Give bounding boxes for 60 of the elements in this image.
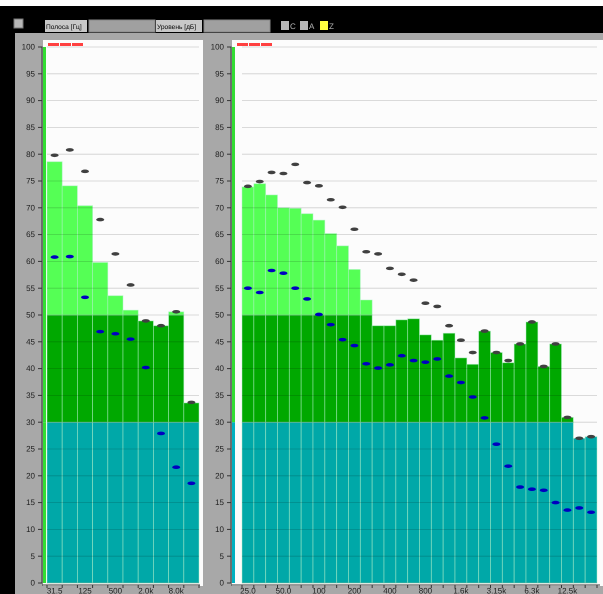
y-tick-label: 85 bbox=[26, 122, 36, 132]
y-tick-label: 85 bbox=[215, 122, 225, 132]
y-tick-label: 0 bbox=[30, 578, 36, 588]
text: Z bbox=[329, 22, 334, 31]
y-tick-label: 95 bbox=[215, 69, 225, 78]
y-tick-label: 35 bbox=[215, 390, 225, 400]
y-tick-label: 90 bbox=[26, 96, 36, 106]
y-tick-label: 0 bbox=[220, 578, 225, 588]
y-tick-label: 30 bbox=[26, 418, 36, 427]
y-tick-label: 95 bbox=[26, 69, 36, 78]
y-tick-label: 60 bbox=[26, 256, 36, 266]
x-tick-label: 800 bbox=[418, 586, 433, 594]
y-tick-label: 25 bbox=[215, 444, 225, 454]
x-tick-label: 6.3k bbox=[524, 586, 540, 594]
text: A bbox=[309, 22, 315, 31]
y-tick-label: 100 bbox=[22, 42, 36, 52]
y-tick-label: 70 bbox=[215, 203, 225, 212]
x-tick-label: 31.5 bbox=[46, 586, 63, 594]
y-tick-label: 10 bbox=[215, 524, 225, 534]
y-tick-label: 25 bbox=[26, 444, 36, 454]
y-tick-label: 15 bbox=[215, 498, 225, 508]
x-tick-label: 3.15k bbox=[486, 586, 508, 594]
y-tick-label: 80 bbox=[215, 150, 225, 159]
y-tick-label: 5 bbox=[30, 552, 36, 561]
y-tick-label: 35 bbox=[26, 390, 36, 400]
y-tick-label: 90 bbox=[215, 96, 225, 106]
y-tick-label: 15 bbox=[26, 498, 36, 508]
y-tick-label: 40 bbox=[26, 364, 36, 374]
text: C bbox=[290, 22, 296, 31]
y-tick-label: 45 bbox=[215, 337, 225, 346]
x-tick-label: 25.0 bbox=[240, 586, 256, 594]
y-tick-label: 5 bbox=[220, 552, 225, 561]
y-tick-label: 20 bbox=[26, 471, 36, 480]
y-tick-label: 50 bbox=[215, 310, 225, 320]
y-tick-label: 50 bbox=[26, 310, 36, 320]
x-tick-label: 8.0k bbox=[168, 586, 185, 594]
y-tick-label: 60 bbox=[215, 256, 225, 266]
y-tick-label: 55 bbox=[26, 284, 36, 293]
x-tick-label: 1.6k bbox=[453, 586, 470, 594]
x-tick-label: 500 bbox=[108, 586, 123, 594]
y-tick-label: 40 bbox=[215, 364, 225, 374]
y-tick-label: 30 bbox=[215, 418, 225, 427]
x-tick-label: 200 bbox=[348, 586, 362, 594]
x-tick-label: 125 bbox=[78, 586, 92, 594]
y-tick-label: 10 bbox=[26, 524, 36, 534]
y-tick-label: 70 bbox=[26, 203, 36, 212]
y-tick-label: 80 bbox=[26, 150, 36, 159]
y-tick-label: 65 bbox=[215, 230, 225, 240]
x-tick-label: 400 bbox=[383, 586, 398, 594]
y-tick-label: 45 bbox=[26, 337, 36, 346]
y-tick-label: 75 bbox=[26, 176, 36, 186]
y-tick-label: 75 bbox=[215, 176, 225, 186]
x-tick-label: 50.0 bbox=[276, 586, 292, 594]
x-tick-label: 12.5k bbox=[558, 586, 578, 594]
y-tick-label: 20 bbox=[215, 471, 225, 480]
x-tick-label: 100 bbox=[312, 586, 326, 594]
x-tick-label: 2.0k bbox=[138, 586, 154, 594]
y-tick-label: 100 bbox=[210, 42, 225, 52]
y-tick-label: 65 bbox=[26, 230, 36, 240]
y-tick-label: 55 bbox=[215, 284, 225, 293]
